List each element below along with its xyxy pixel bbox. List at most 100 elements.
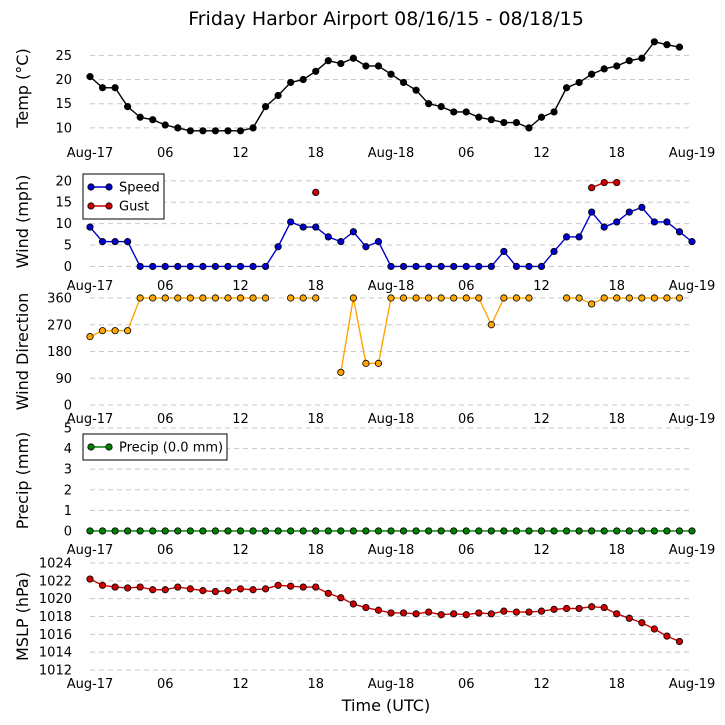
data-point — [136, 527, 144, 535]
data-point — [362, 243, 370, 251]
data-point — [124, 584, 132, 592]
data-point — [525, 124, 533, 132]
data-point — [525, 608, 533, 616]
x-tick-label: 12 — [533, 146, 550, 161]
data-point — [374, 606, 383, 614]
data-point — [111, 583, 119, 591]
data-point — [124, 103, 132, 111]
x-tick-label: 06 — [458, 146, 475, 161]
x-tick-label: Aug-19 — [669, 412, 716, 427]
data-point — [562, 527, 571, 535]
series-segment — [264, 246, 279, 267]
legend: Speed Gust — [82, 173, 165, 220]
data-point — [613, 610, 621, 618]
x-tick-label: 18 — [608, 279, 625, 294]
data-point — [174, 583, 182, 591]
data-point — [663, 294, 671, 302]
y-tick-label: 20 — [55, 174, 72, 189]
data-point — [663, 41, 671, 49]
legend: Precip (0.0 mm) — [82, 433, 228, 461]
data-point — [638, 54, 646, 62]
legend-label: Precip (0.0 mm) — [119, 441, 223, 456]
data-point — [287, 78, 295, 87]
x-tick-label: Aug-17 — [67, 677, 114, 692]
data-point — [161, 586, 169, 594]
data-point — [588, 70, 596, 78]
data-point — [161, 527, 169, 535]
data-point — [186, 294, 194, 302]
data-point — [387, 262, 395, 271]
data-point — [287, 218, 295, 226]
data-point — [299, 583, 307, 591]
data-point — [399, 527, 408, 535]
data-point — [487, 262, 495, 271]
data-point — [86, 575, 94, 583]
data-point — [638, 294, 646, 302]
data-point — [236, 585, 245, 593]
series-segment — [114, 87, 129, 108]
series-precip-0-0-mm- — [86, 527, 696, 535]
data-point — [487, 321, 495, 329]
data-point — [299, 294, 307, 302]
x-tick-label: 18 — [608, 412, 625, 427]
data-point — [512, 118, 521, 127]
y-tick-label: 20 — [55, 73, 72, 88]
data-point — [512, 608, 521, 616]
data-point — [299, 527, 307, 535]
data-point — [537, 113, 546, 121]
y-tick-label: 180 — [47, 345, 72, 360]
y-tick-label: 270 — [47, 318, 72, 333]
data-point — [261, 103, 270, 111]
y-tick-label: 1024 — [39, 557, 72, 572]
data-point — [650, 294, 658, 302]
data-point — [437, 611, 445, 619]
y-tick-label: 90 — [55, 372, 72, 387]
data-point — [199, 262, 207, 271]
x-tick-label: 12 — [533, 677, 550, 692]
data-point — [600, 178, 608, 187]
data-point — [236, 294, 245, 302]
data-point — [588, 184, 596, 192]
data-point — [675, 43, 684, 51]
y-tick-label: 1014 — [39, 646, 72, 661]
data-point — [650, 218, 658, 226]
data-point — [261, 527, 270, 535]
data-point — [136, 294, 144, 302]
y-tick-label: 1018 — [39, 610, 72, 625]
data-point — [249, 294, 257, 302]
data-point — [412, 527, 420, 535]
series-speed — [86, 203, 696, 271]
data-point — [575, 233, 583, 241]
data-point — [211, 527, 220, 535]
legend-marker — [87, 443, 95, 451]
x-tick-label: Aug-17 — [67, 543, 114, 558]
data-point — [224, 262, 232, 271]
y-tick-label: 0 — [64, 260, 72, 275]
data-point — [688, 238, 696, 246]
data-point — [236, 262, 245, 271]
data-point — [600, 223, 608, 231]
data-point — [550, 605, 558, 613]
x-tick-label: Aug-17 — [67, 412, 114, 427]
panel-temp: 10 15 20 25 Temp (°C) Aug-17 06 12 18 Aug-18 06 12 1… — [13, 38, 715, 161]
data-point — [186, 262, 194, 271]
y-tick-label: 1012 — [39, 664, 72, 679]
data-point — [450, 527, 458, 535]
data-point — [274, 243, 282, 251]
data-point — [174, 294, 182, 302]
data-point — [98, 84, 107, 92]
series-segment — [127, 241, 141, 267]
data-point — [613, 178, 621, 187]
data-point — [462, 108, 470, 116]
data-point — [174, 124, 182, 132]
data-point — [362, 527, 370, 535]
series-mslp — [86, 575, 684, 646]
legend-marker — [87, 183, 95, 191]
x-tick-label: Aug-18 — [368, 146, 415, 161]
data-point — [575, 294, 583, 302]
data-point — [399, 294, 408, 302]
y-tick-label: 1016 — [39, 628, 72, 643]
series-direction — [86, 294, 684, 376]
data-point — [149, 116, 157, 124]
